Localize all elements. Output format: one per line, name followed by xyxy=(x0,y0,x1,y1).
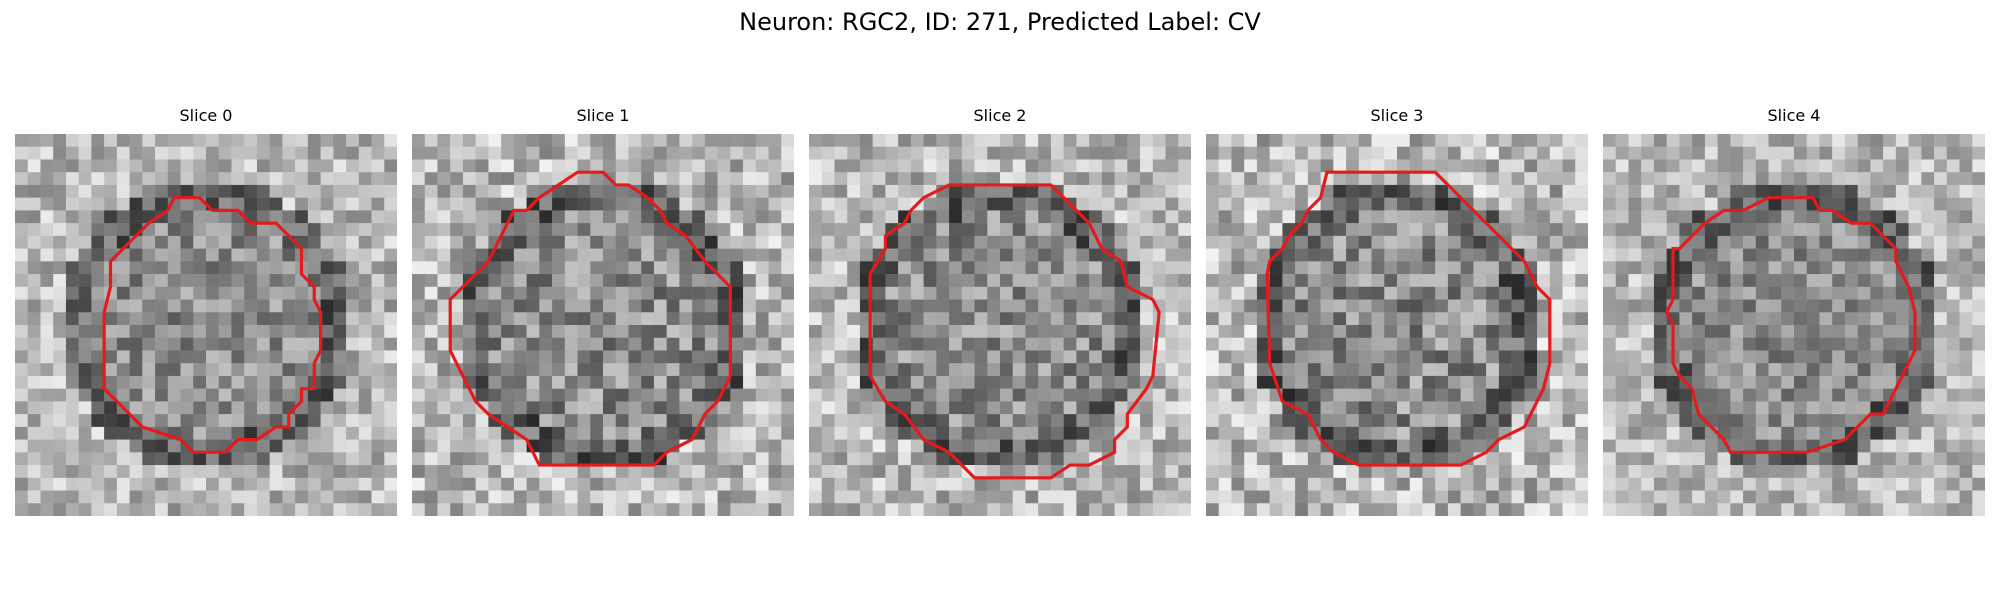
slice-panel-4: Slice 4 xyxy=(1603,106,1985,516)
slice-image-2 xyxy=(809,134,1191,516)
slice-image-0 xyxy=(15,134,397,516)
grayscale-pixels-1 xyxy=(412,134,794,516)
roi-contour-0 xyxy=(102,196,323,454)
slice-title-1: Slice 1 xyxy=(576,106,630,125)
roi-contour-4 xyxy=(1664,196,1917,454)
slice-title-4: Slice 4 xyxy=(1767,106,1821,125)
slice-panel-2: Slice 2 xyxy=(809,106,1191,516)
roi-contour-1 xyxy=(448,170,732,467)
slice-panel-3: Slice 3 xyxy=(1206,106,1588,516)
slice-image-1 xyxy=(412,134,794,516)
grayscale-pixels-4 xyxy=(1603,134,1985,516)
slice-image-3 xyxy=(1206,134,1588,516)
roi-contour-3 xyxy=(1265,170,1552,467)
grayscale-pixels-2 xyxy=(809,134,1191,516)
grayscale-pixels-3 xyxy=(1206,134,1588,516)
slice-title-3: Slice 3 xyxy=(1370,106,1424,125)
slice-panel-0: Slice 0 xyxy=(15,106,397,516)
slice-image-4 xyxy=(1603,134,1985,516)
slice-title-2: Slice 2 xyxy=(973,106,1027,125)
grayscale-pixels-0 xyxy=(15,134,397,516)
figure-title: Neuron: RGC2, ID: 271, Predicted Label: … xyxy=(739,8,1261,36)
slice-panel-1: Slice 1 xyxy=(412,106,794,516)
slice-title-0: Slice 0 xyxy=(179,106,233,125)
roi-contour-2 xyxy=(868,183,1161,480)
